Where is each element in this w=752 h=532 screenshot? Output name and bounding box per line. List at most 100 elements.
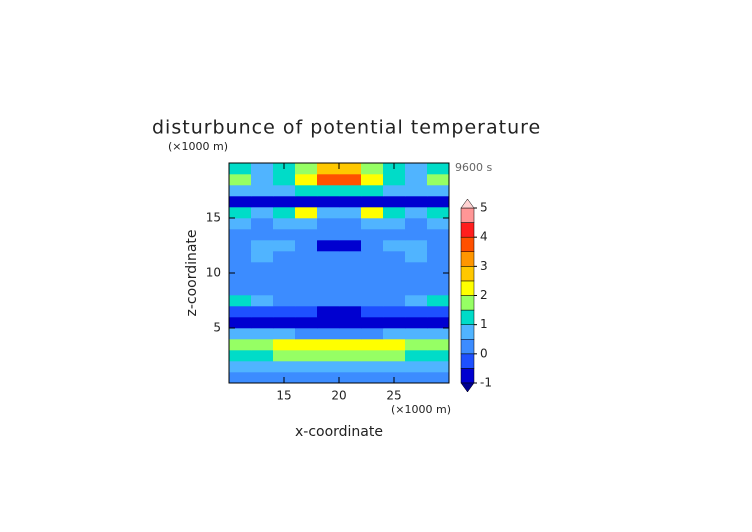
colorbar-over [460, 198, 475, 209]
field [229, 163, 450, 384]
cell [383, 284, 406, 296]
cell [273, 262, 296, 274]
cell [405, 306, 428, 318]
cell [427, 372, 450, 384]
colorbar-tick-label: 3 [480, 259, 488, 273]
y-tick-label: 15 [206, 211, 221, 225]
cell [339, 295, 362, 307]
cell [295, 229, 318, 241]
cell [273, 328, 296, 340]
cell [339, 273, 362, 285]
cell [295, 262, 318, 274]
cell [405, 185, 428, 197]
cell [427, 240, 450, 252]
cell [251, 372, 274, 384]
cell [361, 163, 384, 175]
cell [229, 229, 252, 241]
cell [383, 207, 406, 219]
cell [405, 196, 428, 208]
colorbar-tick-label: -1 [480, 376, 492, 390]
cell [361, 196, 384, 208]
cell [295, 284, 318, 296]
colorbar-tick-label: 5 [480, 201, 488, 215]
cell [273, 174, 296, 186]
cell [273, 273, 296, 285]
cell [383, 350, 406, 362]
cell [339, 328, 362, 340]
cell [427, 317, 450, 329]
cell [295, 174, 318, 186]
cell [251, 240, 274, 252]
cell [383, 328, 406, 340]
cell [427, 339, 450, 351]
cell [383, 295, 406, 307]
cell [383, 196, 406, 208]
cell [251, 306, 274, 318]
cell [229, 218, 252, 230]
cell [339, 240, 362, 252]
cell [295, 350, 318, 362]
cell [427, 328, 450, 340]
cell [383, 185, 406, 197]
cell [273, 196, 296, 208]
cell [273, 317, 296, 329]
cell [295, 339, 318, 351]
cell [229, 207, 252, 219]
cell [229, 185, 252, 197]
cell [339, 361, 362, 373]
cell [317, 262, 340, 274]
cell [361, 185, 384, 197]
cell [317, 251, 340, 263]
cell [229, 196, 252, 208]
cell [295, 218, 318, 230]
cell [339, 163, 362, 175]
cell [251, 284, 274, 296]
cell [405, 229, 428, 241]
cell [317, 361, 340, 373]
cell [317, 196, 340, 208]
cell [273, 185, 296, 197]
cell [427, 174, 450, 186]
cell [361, 328, 384, 340]
cell [339, 339, 362, 351]
colorbar-segment [460, 251, 475, 267]
cell [383, 273, 406, 285]
cell [361, 207, 384, 219]
cell [251, 328, 274, 340]
cell [251, 350, 274, 362]
cell [273, 306, 296, 318]
cell [339, 372, 362, 384]
cell [339, 317, 362, 329]
cell [251, 251, 274, 263]
colorbar-segment [460, 339, 475, 355]
cell [405, 174, 428, 186]
cell [295, 273, 318, 285]
cell [229, 306, 252, 318]
cell [295, 306, 318, 318]
cell [295, 295, 318, 307]
x-tick-label: 25 [386, 389, 401, 403]
cell [229, 251, 252, 263]
cell [427, 163, 450, 175]
cell [339, 207, 362, 219]
cell [229, 174, 252, 186]
colorbar-under [460, 382, 475, 393]
cell [251, 174, 274, 186]
cell [295, 251, 318, 263]
cell [317, 185, 340, 197]
cell [317, 339, 340, 351]
cell [427, 262, 450, 274]
cell [317, 163, 340, 175]
cell [317, 229, 340, 241]
cell [405, 240, 428, 252]
cell [361, 262, 384, 274]
cell [339, 229, 362, 241]
cell [427, 218, 450, 230]
colorbar-tick-label: 1 [480, 317, 488, 331]
cell [295, 240, 318, 252]
cell [229, 361, 252, 373]
y-tick-label: 10 [206, 266, 221, 280]
y-axis-label: z-coordinate [184, 229, 200, 316]
cell [251, 207, 274, 219]
cell [383, 361, 406, 373]
